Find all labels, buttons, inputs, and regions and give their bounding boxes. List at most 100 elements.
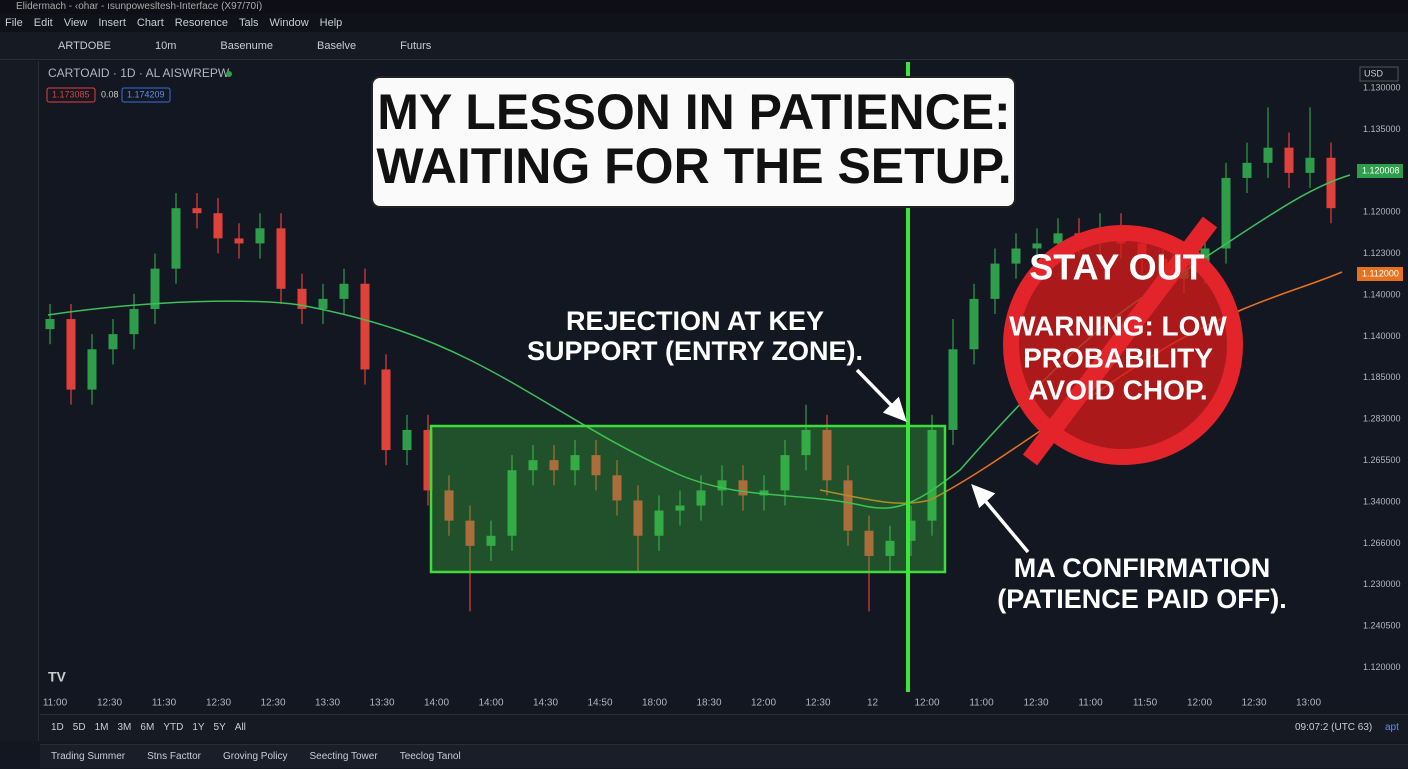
warning-line: PROBABILITY (1023, 342, 1213, 373)
menu-item[interactable]: Edit (33, 17, 53, 29)
candle-body (675, 505, 685, 511)
candle-body (108, 334, 118, 350)
range-button[interactable]: 6M (140, 722, 155, 733)
time-label: 12:30 (260, 698, 285, 709)
menu-item[interactable]: Resorence (174, 17, 228, 29)
candle-body (423, 429, 433, 491)
menu-item[interactable]: File (5, 17, 23, 29)
price-label: 1.185000 (1363, 372, 1401, 382)
toolbar-button[interactable]: Basenume (220, 40, 273, 52)
menu-item[interactable]: Chart (136, 17, 164, 29)
range-button[interactable]: 3M (117, 722, 132, 733)
tab[interactable]: Trading Summer (51, 751, 126, 762)
menu-item[interactable]: Insert (98, 17, 126, 29)
tab[interactable]: Groving Policy (223, 751, 288, 762)
range-button[interactable]: 5D (72, 722, 86, 733)
time-label: 13:00 (1296, 698, 1321, 709)
time-label: 11:50 (1133, 698, 1158, 709)
time-label: 12:00 (751, 698, 776, 709)
menu-item[interactable]: Tals (238, 17, 259, 29)
candle-body (444, 490, 454, 521)
range-button[interactable]: YTD (163, 722, 184, 733)
candle-body (129, 308, 139, 335)
price-label: 1.123000 (1363, 248, 1401, 258)
menu-item[interactable]: Window (269, 17, 309, 29)
time-label: 12:00 (1187, 698, 1212, 709)
range-button[interactable]: 1M (94, 722, 109, 733)
candle-body (486, 535, 496, 546)
price-tag-label: 1.120008 (1362, 165, 1400, 175)
candle-body (234, 238, 244, 244)
quote-box (46, 87, 96, 103)
entry-zone (429, 424, 947, 574)
range-button[interactable]: 5Y (213, 722, 226, 733)
candle-body (87, 349, 97, 390)
candle-body (381, 369, 391, 451)
candle-body (738, 480, 748, 496)
candle-body (507, 470, 517, 536)
candle-body (528, 460, 538, 471)
candle-body (1263, 147, 1273, 163)
price-label: 1.265500 (1363, 455, 1401, 465)
toolbar: ARTDOBE 10m Basenume Baselve Futurs (0, 32, 1408, 60)
candle-body (822, 429, 832, 481)
symbol: CARTOAID · 1D · AL AISWREPW (48, 66, 230, 80)
candle-body (549, 460, 559, 471)
price-label: 1.340000 (1363, 496, 1401, 506)
price-label: 1.130000 (1363, 82, 1401, 92)
time-label: 12:30 (1023, 698, 1048, 709)
time-label: 13:30 (315, 698, 340, 709)
toolbar-button[interactable]: 10m (154, 40, 177, 52)
candle-body (990, 263, 1000, 299)
toolbar-button[interactable]: Baselve (316, 40, 357, 52)
ma-note: (PATIENCE PAID OFF). (997, 584, 1287, 614)
candle-body (1242, 162, 1252, 178)
warning-line: AVOID CHOP. (1028, 374, 1207, 405)
time-label: 18:00 (642, 698, 667, 709)
candle-body (255, 228, 265, 244)
time-label: 14:30 (533, 698, 558, 709)
candle-body (213, 213, 223, 239)
time-label: 11:30 (152, 698, 177, 709)
title-line: WAITING FOR THE SETUP. (376, 138, 1011, 194)
logo: TV (48, 669, 67, 685)
candle-body (927, 429, 937, 521)
scale-mode[interactable]: apt (1385, 722, 1399, 733)
candle-body (885, 540, 895, 556)
menu-item[interactable]: Help (319, 17, 343, 29)
entry-note: REJECTION AT KEY (566, 306, 824, 336)
price-label: 1.140000 (1363, 289, 1401, 299)
prohibition-slash (1022, 216, 1218, 466)
currency: USD (1364, 68, 1384, 78)
price-tag-label: 1.112000 (1362, 268, 1399, 278)
time-label: 12:30 (97, 698, 122, 709)
clock: 09:07:2 (UTC 63) (1295, 722, 1373, 733)
candle-body (465, 520, 475, 546)
price-label: 1.120000 (1363, 662, 1401, 672)
candle-body (633, 500, 643, 536)
ma-note: MA CONFIRMATION (1014, 553, 1270, 583)
candle-body (906, 520, 916, 541)
tab[interactable]: Teeclog Tanol (399, 751, 461, 762)
toolbar-button[interactable]: Futurs (400, 40, 432, 52)
candle-body (570, 455, 580, 471)
time-label: 11:00 (43, 698, 68, 709)
candle-body (948, 349, 958, 430)
toolbar-button[interactable]: ARTDOBE (58, 40, 111, 52)
time-label: 12 (867, 698, 879, 709)
candle-body (864, 530, 874, 556)
price-tag (1357, 164, 1403, 178)
time-label: 12:30 (1241, 698, 1266, 709)
tab[interactable]: Seecting Tower (309, 751, 378, 762)
range-button[interactable]: All (234, 722, 246, 733)
candle-body (45, 319, 55, 330)
candle-body (969, 298, 979, 350)
price-label: 1.135000 (1363, 124, 1401, 134)
menu-item[interactable]: View (63, 17, 88, 29)
price-label: 1.140000 (1363, 331, 1401, 341)
tab[interactable]: Stns Facttor (147, 751, 202, 762)
range-button[interactable]: 1D (51, 722, 64, 733)
candle-body (1305, 157, 1315, 173)
quote: 1.173085 (52, 89, 90, 99)
range-button[interactable]: 1Y (192, 722, 205, 733)
